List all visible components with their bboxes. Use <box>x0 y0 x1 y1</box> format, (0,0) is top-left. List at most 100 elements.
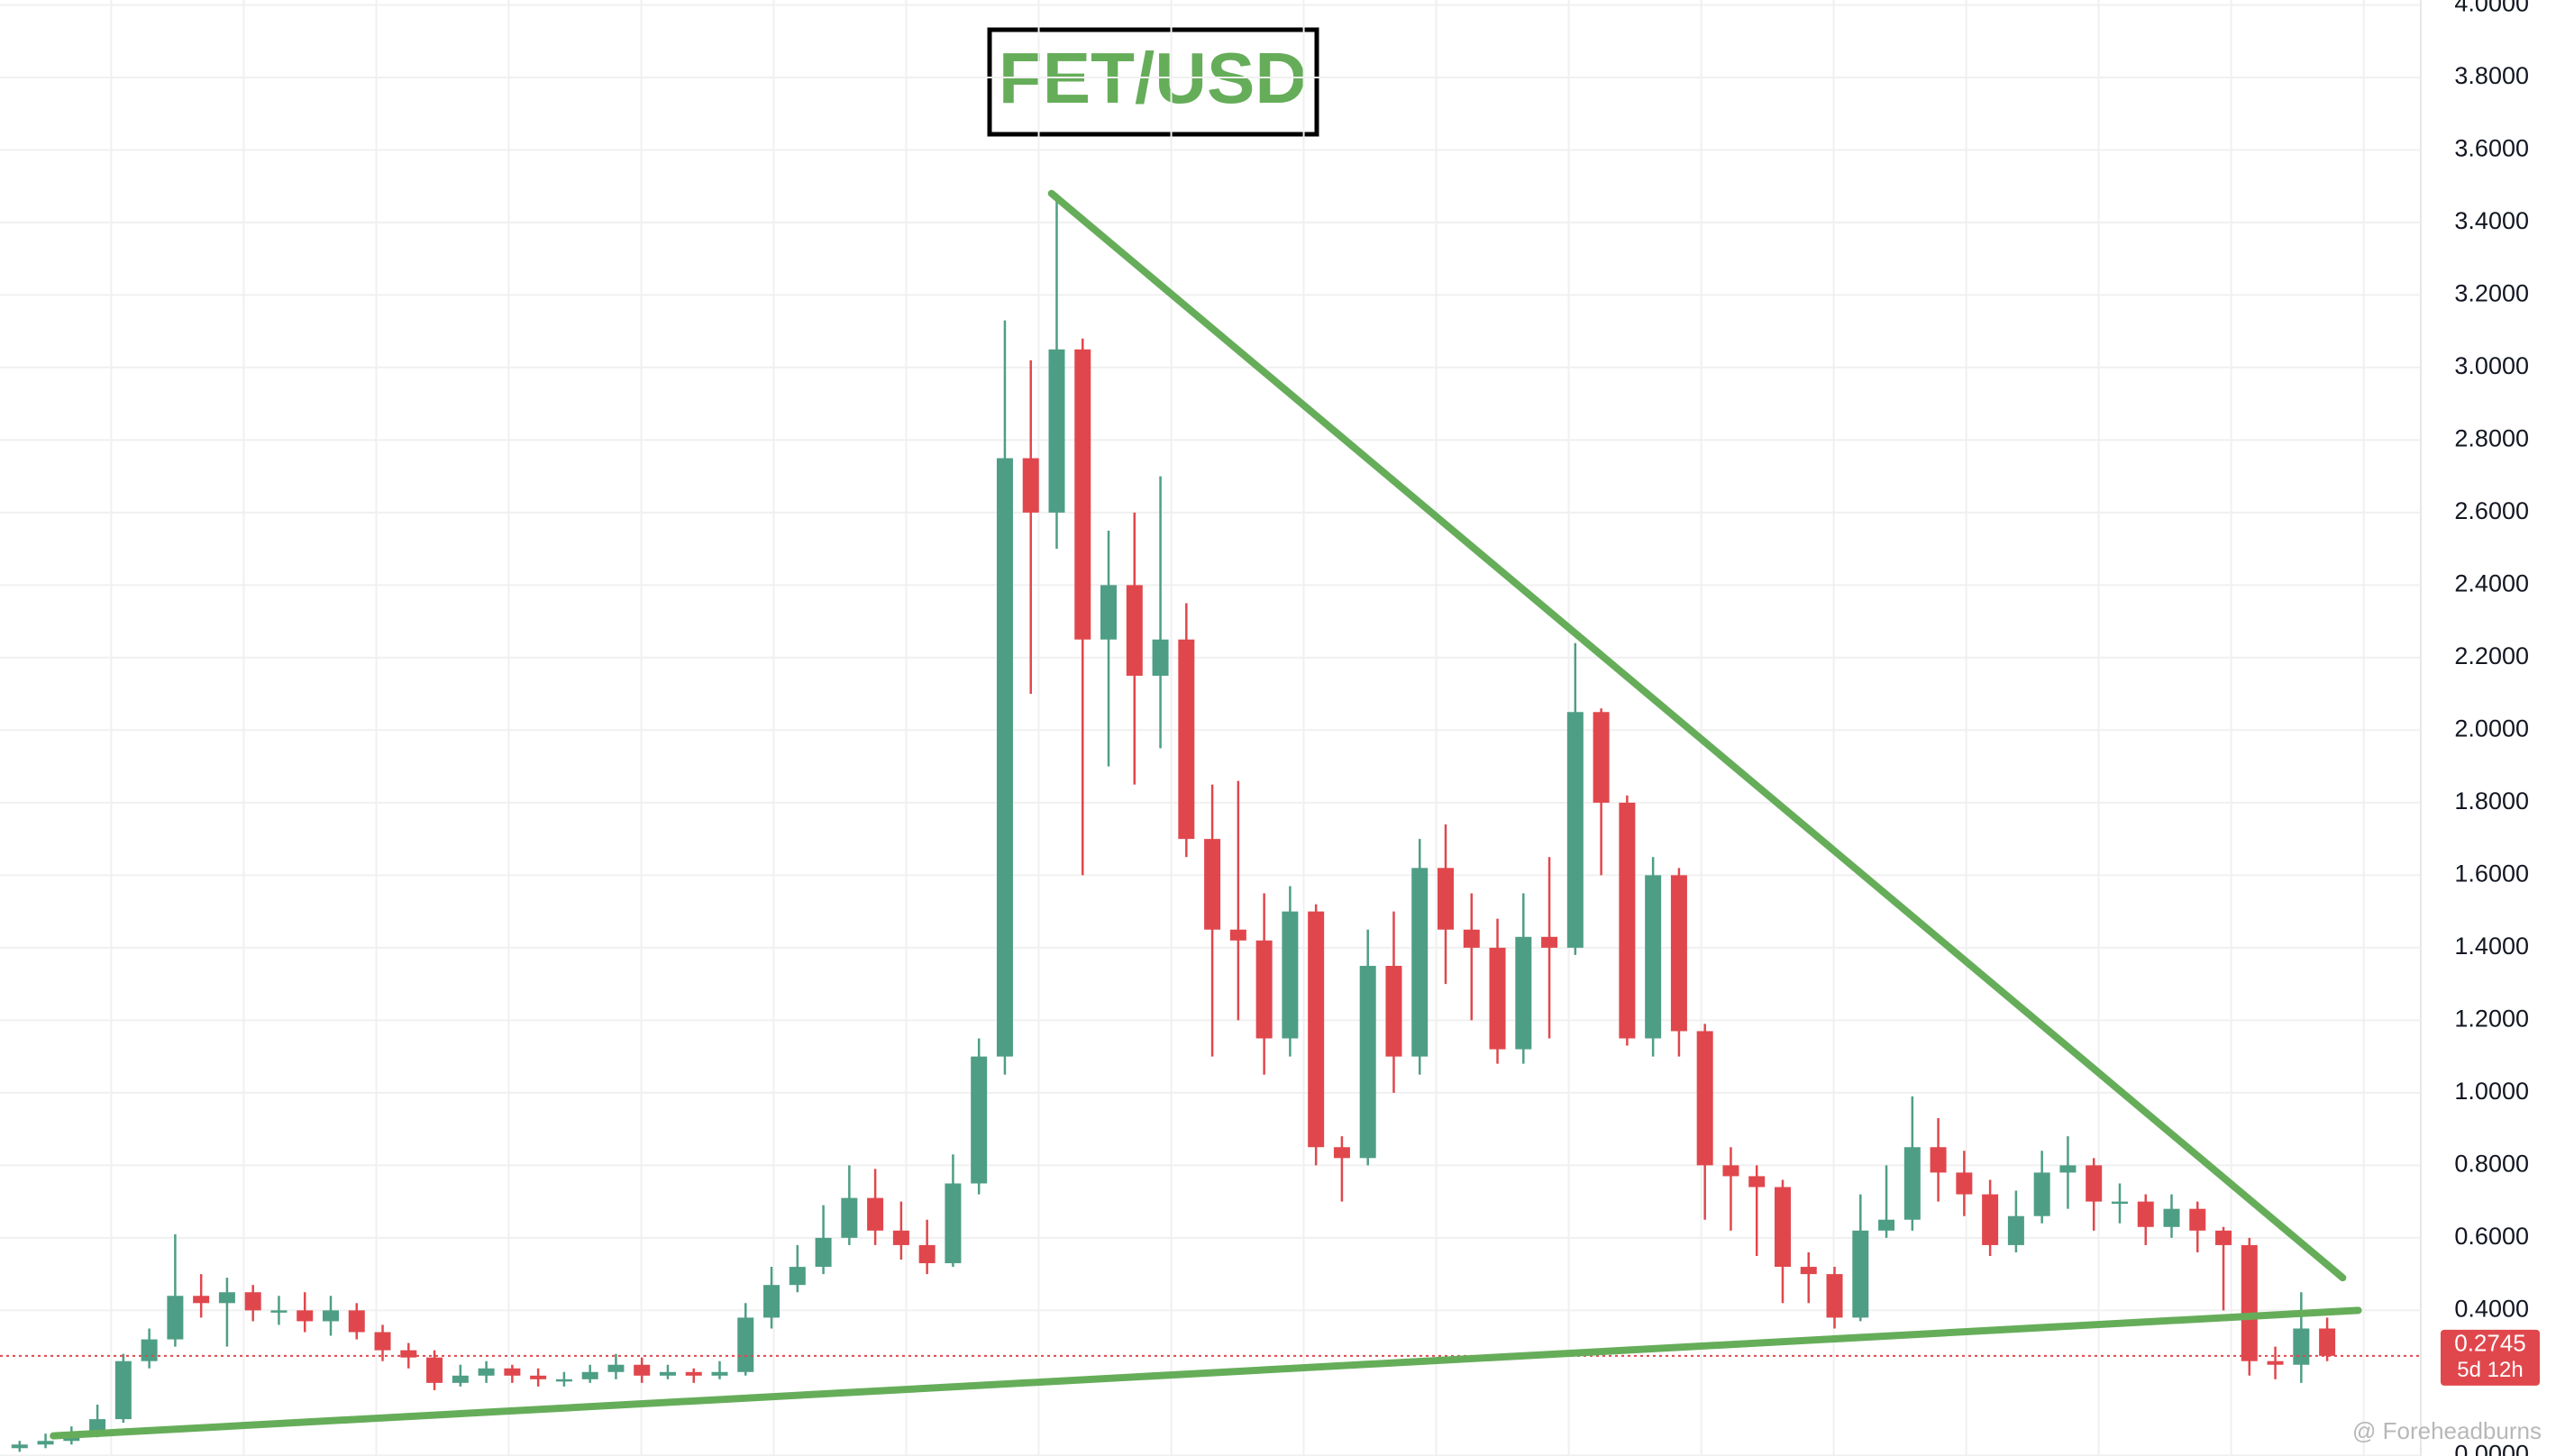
candle-body <box>841 1197 858 1238</box>
y-tick-label: 2.2000 <box>2454 642 2529 669</box>
candle-body <box>1903 1147 1921 1220</box>
watermark: @ Foreheadburns <box>2352 1417 2542 1444</box>
y-tick-label: 1.4000 <box>2454 933 2529 960</box>
candle-body <box>11 1444 28 1449</box>
candle-body <box>996 458 1013 1057</box>
candle-body <box>2215 1230 2232 1245</box>
candle-body <box>1022 458 1039 513</box>
candle-body <box>581 1371 598 1379</box>
candle-body <box>2111 1201 2128 1205</box>
candle-body <box>141 1339 158 1361</box>
candle-body <box>1645 875 1662 1039</box>
y-tick-label: 3.4000 <box>2454 207 2529 234</box>
candle-body <box>867 1197 884 1231</box>
candle-body <box>348 1310 365 1333</box>
countdown-label: 5d 12h <box>2457 1358 2523 1382</box>
candle-body <box>1152 639 1169 677</box>
y-tick-label: 3.2000 <box>2454 280 2529 307</box>
y-tick-label: 0.0000 <box>2454 1440 2529 1456</box>
candle-body <box>2059 1165 2077 1173</box>
candle-body <box>2319 1328 2336 1356</box>
candle-body <box>945 1183 962 1264</box>
candle-body <box>2137 1201 2154 1227</box>
y-tick-label: 2.6000 <box>2454 497 2529 524</box>
trendline <box>50 1306 2362 1440</box>
candle-body <box>530 1375 547 1379</box>
candle-body <box>763 1285 780 1318</box>
candle-body <box>218 1292 235 1304</box>
candle-body <box>1800 1267 1817 1275</box>
candle-body <box>607 1364 625 1372</box>
candle-body <box>1515 936 1532 1050</box>
y-tick-label: 2.8000 <box>2454 425 2529 452</box>
candle-body <box>1438 868 1455 930</box>
candle-body <box>555 1379 572 1382</box>
candle-body <box>1593 712 1610 803</box>
candle-body <box>1541 936 1558 948</box>
y-tick-label: 0.6000 <box>2454 1223 2529 1250</box>
price-label: 0.2745 <box>2454 1330 2526 1357</box>
candle-body <box>1722 1165 1739 1177</box>
y-tick-label: 2.4000 <box>2454 570 2529 597</box>
y-tick-label: 1.0000 <box>2454 1078 2529 1105</box>
candle-body <box>1411 868 1429 1057</box>
candle-body <box>452 1375 469 1383</box>
y-tick-label: 3.0000 <box>2454 352 2529 379</box>
candle-body <box>1826 1274 1843 1318</box>
candle-body <box>37 1441 54 1445</box>
candle-body <box>1100 585 1118 640</box>
candle-body <box>815 1237 832 1268</box>
candle-body <box>711 1371 728 1376</box>
candle-body <box>1333 1147 1350 1159</box>
candle-body <box>737 1317 754 1372</box>
candle-body <box>1178 639 1195 840</box>
candle-body <box>374 1332 391 1351</box>
candle-body <box>1385 966 1402 1057</box>
candle-body <box>1255 940 1273 1039</box>
y-tick-label: 0.8000 <box>2454 1150 2529 1177</box>
candle-body <box>1670 875 1687 1032</box>
y-tick-label: 3.6000 <box>2454 135 2529 162</box>
candle-body <box>2189 1208 2206 1231</box>
candle-body <box>1204 839 1221 930</box>
candle-body <box>1956 1172 1973 1195</box>
candle-body <box>504 1368 521 1376</box>
y-tick-label: 3.8000 <box>2454 62 2529 89</box>
y-tick-label: 4.0000 <box>2454 0 2529 17</box>
trendline <box>1047 189 2347 1282</box>
candle-body <box>1982 1194 1999 1245</box>
candle-body <box>1774 1187 1791 1268</box>
candle-body <box>478 1368 495 1376</box>
candle-body <box>400 1350 417 1358</box>
candle-body <box>2007 1215 2024 1245</box>
candle-body <box>685 1371 702 1376</box>
y-tick-label: 1.2000 <box>2454 1006 2529 1033</box>
candle-body <box>297 1310 314 1322</box>
candle-body <box>659 1371 676 1376</box>
candle-body <box>1308 911 1325 1148</box>
candle-body <box>1489 947 1506 1050</box>
candle-body <box>2086 1165 2103 1202</box>
candle-body <box>114 1360 132 1420</box>
candle-body <box>167 1296 184 1340</box>
candle-body <box>1229 929 1246 941</box>
candle-body <box>971 1056 988 1184</box>
candle-body <box>1126 585 1143 677</box>
candle-body <box>789 1267 806 1286</box>
candle-body <box>1878 1219 1895 1231</box>
y-tick-label: 1.6000 <box>2454 860 2529 887</box>
candle-body <box>2033 1172 2050 1216</box>
title-box <box>987 27 1319 137</box>
candle-body <box>1930 1147 1947 1173</box>
candle-body <box>1282 911 1299 1039</box>
candle-body <box>2241 1244 2258 1361</box>
candle-body <box>634 1364 651 1376</box>
y-tick-label: 2.0000 <box>2454 715 2529 742</box>
candle-body <box>2163 1208 2180 1227</box>
candle-body <box>892 1230 909 1245</box>
candle-body <box>244 1292 261 1311</box>
candle-body <box>193 1296 210 1304</box>
candle-body <box>1696 1031 1713 1166</box>
